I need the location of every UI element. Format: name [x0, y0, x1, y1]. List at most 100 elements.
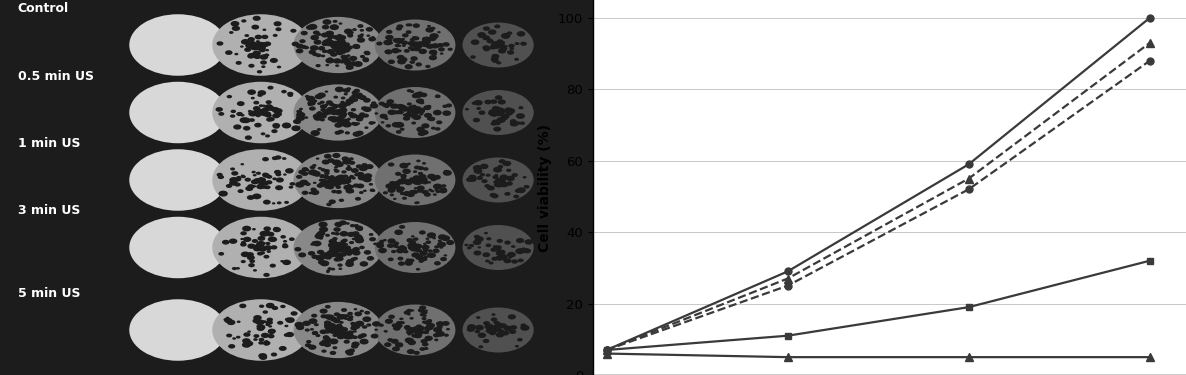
Circle shape [251, 25, 260, 30]
Circle shape [466, 177, 473, 182]
Circle shape [355, 236, 363, 241]
Circle shape [427, 174, 436, 179]
Circle shape [444, 170, 448, 172]
Circle shape [312, 171, 320, 177]
Circle shape [262, 310, 268, 314]
Circle shape [409, 60, 415, 64]
Circle shape [324, 339, 331, 343]
Circle shape [320, 108, 326, 112]
Circle shape [388, 60, 395, 64]
Circle shape [442, 110, 451, 116]
Circle shape [393, 198, 396, 200]
Circle shape [492, 106, 499, 111]
Circle shape [493, 167, 502, 172]
Circle shape [383, 191, 388, 194]
Circle shape [236, 336, 241, 339]
Circle shape [227, 320, 236, 325]
Circle shape [321, 252, 326, 255]
Circle shape [263, 226, 272, 231]
Circle shape [366, 34, 370, 37]
Circle shape [414, 45, 422, 50]
Circle shape [478, 333, 486, 338]
Circle shape [393, 244, 398, 248]
Circle shape [243, 237, 251, 242]
Circle shape [345, 177, 351, 182]
Circle shape [420, 251, 428, 255]
Circle shape [375, 20, 455, 70]
Circle shape [336, 45, 339, 47]
Circle shape [429, 55, 438, 60]
Circle shape [404, 180, 413, 185]
Circle shape [408, 333, 412, 336]
Circle shape [498, 179, 504, 183]
Circle shape [496, 332, 504, 338]
Circle shape [352, 132, 361, 137]
Circle shape [248, 64, 255, 68]
Circle shape [282, 244, 288, 248]
Circle shape [293, 219, 383, 276]
Circle shape [241, 252, 250, 257]
Circle shape [218, 112, 224, 116]
Circle shape [478, 111, 485, 115]
Circle shape [314, 233, 324, 239]
Circle shape [261, 252, 266, 255]
Circle shape [351, 344, 358, 349]
Circle shape [427, 105, 432, 108]
Circle shape [275, 27, 281, 31]
Circle shape [352, 44, 361, 49]
Circle shape [319, 342, 326, 346]
Circle shape [434, 245, 439, 249]
1 min [962, 187, 976, 192]
Circle shape [340, 252, 346, 257]
Circle shape [412, 247, 417, 251]
Circle shape [129, 14, 227, 76]
Circle shape [473, 168, 483, 174]
Circle shape [490, 46, 496, 50]
Circle shape [403, 310, 410, 315]
Circle shape [231, 26, 240, 31]
Circle shape [331, 327, 336, 330]
Circle shape [272, 129, 278, 133]
Circle shape [425, 309, 428, 312]
Circle shape [339, 108, 347, 112]
Circle shape [339, 220, 346, 225]
Circle shape [317, 128, 321, 131]
Circle shape [347, 34, 353, 38]
Circle shape [343, 179, 347, 182]
Circle shape [345, 333, 355, 339]
Circle shape [410, 42, 420, 47]
Circle shape [423, 167, 428, 171]
Circle shape [357, 118, 361, 120]
Circle shape [334, 43, 340, 47]
Circle shape [446, 328, 449, 330]
Circle shape [441, 235, 451, 241]
Circle shape [326, 337, 330, 340]
Circle shape [241, 231, 247, 236]
Circle shape [519, 248, 528, 253]
Circle shape [433, 193, 436, 196]
Circle shape [523, 248, 531, 254]
5 min [780, 355, 795, 359]
Circle shape [315, 174, 319, 177]
Circle shape [217, 41, 223, 46]
Circle shape [331, 190, 337, 194]
Circle shape [406, 30, 412, 34]
Circle shape [490, 44, 499, 49]
Circle shape [417, 332, 422, 334]
Circle shape [413, 327, 419, 331]
Circle shape [398, 105, 407, 111]
Circle shape [330, 330, 336, 334]
Circle shape [403, 250, 408, 254]
Circle shape [344, 317, 349, 320]
Circle shape [326, 314, 334, 320]
Circle shape [299, 39, 306, 43]
Circle shape [308, 192, 313, 194]
Circle shape [247, 252, 254, 257]
Circle shape [413, 330, 417, 333]
Circle shape [312, 164, 317, 167]
Circle shape [268, 334, 275, 338]
Circle shape [336, 244, 345, 250]
Circle shape [404, 106, 413, 112]
Circle shape [400, 128, 404, 131]
Circle shape [413, 176, 420, 181]
